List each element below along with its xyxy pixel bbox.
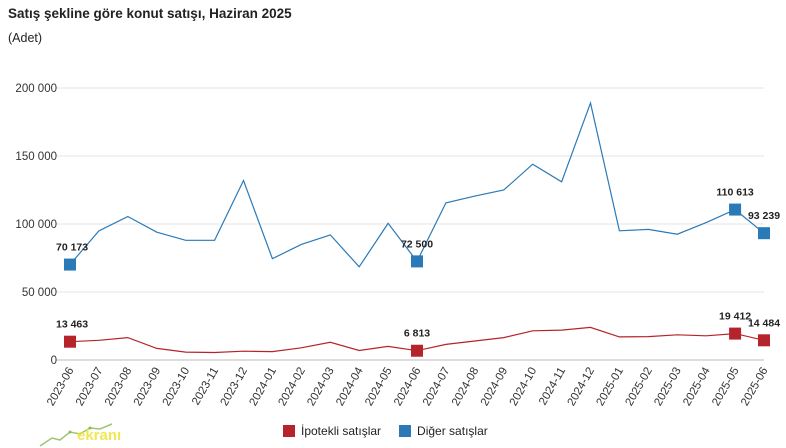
x-tick-label: 2024-09	[479, 366, 511, 409]
marker-mortgage	[64, 335, 76, 348]
x-tick-label: 2023-10	[161, 366, 193, 409]
legend-item-mortgage: İpotekli satışlar	[283, 424, 381, 438]
data-label: 14 484	[748, 317, 780, 329]
x-tick-label: 2023-06	[45, 366, 77, 409]
x-tick-label: 2024-10	[508, 366, 540, 409]
x-tick-label: 2024-07	[421, 366, 453, 409]
y-tick-label: 50 000	[22, 287, 57, 299]
x-tick-label: 2023-11	[190, 366, 221, 408]
x-tick-label: 2024-11	[537, 366, 568, 408]
marker-other	[64, 258, 76, 271]
x-tick-label: 2024-02	[276, 366, 308, 409]
y-tick-label: 100 000	[15, 219, 57, 231]
x-tick-label: 2025-03	[652, 366, 684, 409]
chart-title: Satış şekline göre konut satışı, Haziran…	[8, 6, 292, 21]
marker-mortgage	[729, 327, 742, 340]
x-tick-label: 2025-04	[681, 365, 713, 408]
x-tick-label: 2024-04	[334, 365, 366, 408]
logo-chart-icon	[39, 423, 113, 447]
data-label: 6 813	[404, 328, 430, 340]
data-label: 93 239	[748, 210, 780, 222]
x-tick-label: 2024-01	[248, 366, 280, 409]
data-label: 13 463	[56, 319, 88, 331]
y-tick-label: 200 000	[15, 83, 57, 95]
x-tick-label: 2023-07	[74, 366, 106, 409]
data-label: 110 613	[716, 187, 754, 199]
logo-text: ekranı	[77, 427, 122, 444]
marker-other	[729, 203, 742, 216]
legend-label-other: Diğer satışlar	[417, 424, 488, 438]
marker-mortgage	[411, 344, 423, 357]
x-tick-label: 2023-08	[103, 366, 135, 409]
x-tick-label: 2024-05	[363, 366, 395, 409]
data-label: 19 412	[719, 311, 751, 323]
data-label: 72 500	[401, 238, 433, 250]
x-tick-label: 2024-06	[392, 366, 424, 409]
x-tick-label: 2023-09	[132, 366, 164, 409]
legend-swatch-mortgage	[283, 425, 295, 437]
marker-other	[758, 227, 770, 240]
legend-swatch-other	[399, 425, 412, 437]
chart-subtitle: (Adet)	[8, 31, 43, 45]
x-tick-label: 2023-12	[219, 366, 251, 409]
x-tick-label: 2024-12	[566, 366, 598, 409]
x-tick-label: 2025-01	[595, 366, 627, 409]
marker-mortgage	[758, 334, 770, 347]
legend: İpotekli satışlar Diğer satışlar	[283, 424, 506, 438]
y-tick-label: 150 000	[15, 151, 57, 163]
x-tick-label: 2024-08	[450, 366, 482, 409]
legend-label-mortgage: İpotekli satışlar	[301, 424, 382, 438]
x-tick-label: 2024-03	[305, 366, 337, 409]
x-tick-label: 2025-06	[739, 366, 771, 409]
x-tick-label: 2025-05	[710, 366, 742, 409]
y-tick-label: 0	[51, 355, 57, 367]
legend-item-other: Diğer satışlar	[399, 424, 488, 438]
marker-other	[411, 255, 423, 268]
data-label: 70 173	[56, 242, 88, 254]
x-tick-label: 2025-02	[623, 366, 655, 409]
